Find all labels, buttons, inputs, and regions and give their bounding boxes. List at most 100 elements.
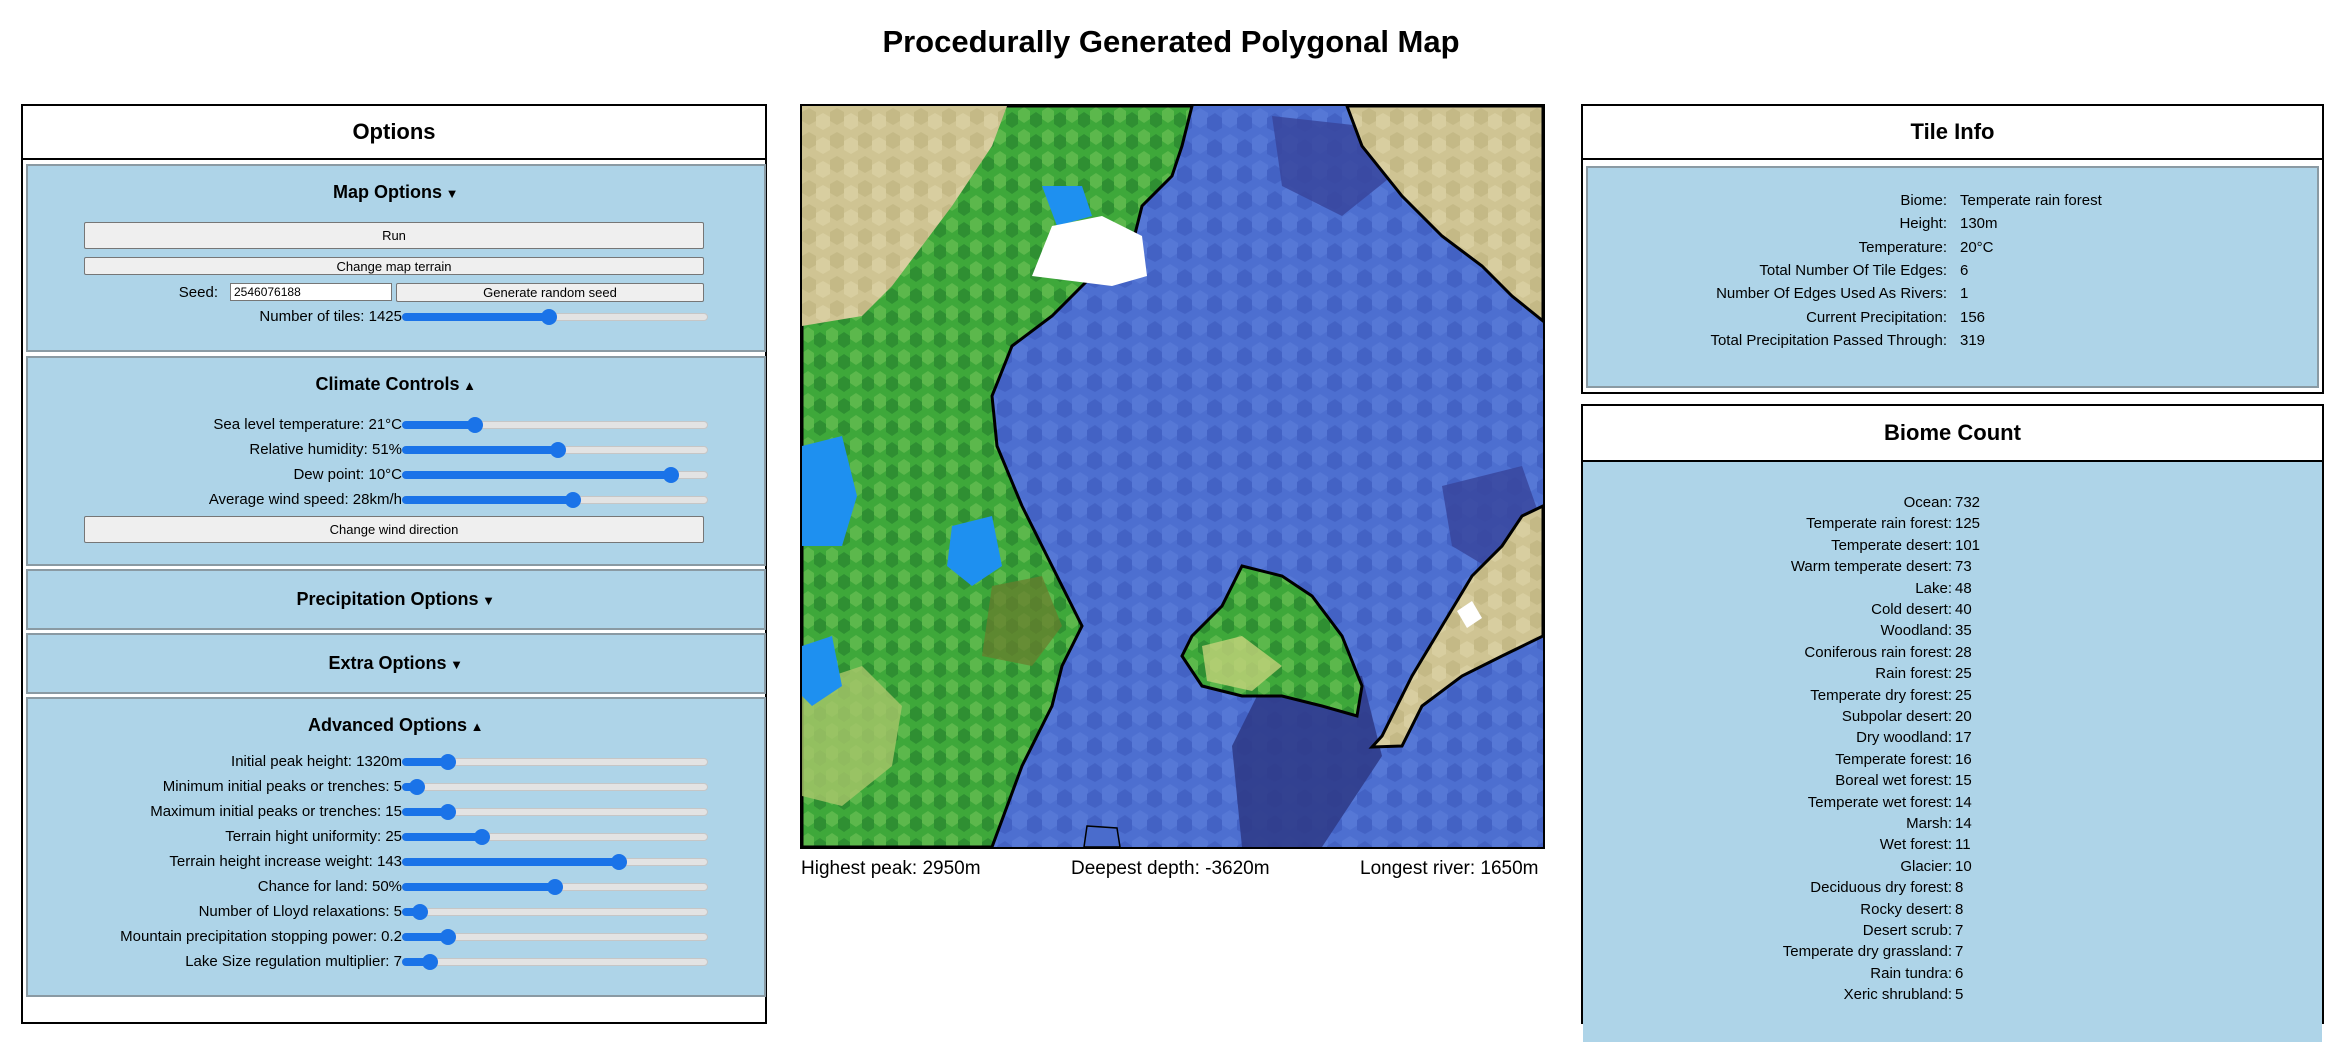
range-slider[interactable]: [402, 417, 708, 433]
info-key: Xeric shrubland:: [1843, 986, 1952, 1004]
info-value: Temperate rain forest: [1960, 192, 2102, 209]
slider-thumb[interactable]: [547, 879, 563, 895]
slider-thumb[interactable]: [611, 854, 628, 870]
info-value: 1: [1960, 285, 1969, 303]
info-row: Subpolar desert: 20: [1583, 708, 2322, 728]
info-row: Temperate dry forest: 25: [1583, 687, 2322, 707]
biome-count-title: Biome Count: [1583, 406, 2322, 462]
info-row: Temperate rain forest: 125: [1583, 515, 2322, 535]
range-slider[interactable]: [402, 467, 708, 483]
info-row: Glacier: 10: [1583, 858, 2322, 878]
slider-row: Initial peak height: 1320m: [28, 751, 768, 773]
slider-row: Terrain hight uniformity: 25: [28, 826, 768, 848]
change-wind-direction-button[interactable]: Change wind direction: [84, 516, 704, 543]
precipitation-section: Precipitation Options ▼: [26, 569, 766, 630]
extra-header[interactable]: Extra Options ▼: [28, 653, 764, 674]
range-slider[interactable]: [402, 754, 708, 770]
info-row: Temperate forest: 16: [1583, 751, 2322, 771]
info-row: Number Of Edges Used As Rivers: 1: [1588, 285, 2317, 305]
slider-label: Number of Lloyd relaxations: 5: [198, 903, 402, 920]
info-value: 48: [1955, 579, 1972, 597]
highest-peak-stat: Highest peak: 2950m: [801, 858, 981, 879]
advanced-title: Advanced Options: [307, 715, 468, 735]
range-slider[interactable]: [402, 492, 708, 508]
info-value: 20: [1955, 708, 1972, 725]
info-key: Marsh:: [1906, 815, 1952, 832]
slider-row: Chance for land: 50%: [28, 876, 768, 898]
polygon-map[interactable]: [800, 104, 1545, 849]
tiles-slider[interactable]: [402, 309, 708, 325]
land-region: [1368, 504, 1543, 749]
slider-row: Relative humidity: 51%: [28, 439, 768, 461]
change-terrain-button[interactable]: Change map terrain: [84, 257, 704, 275]
biome-count-body: Ocean: 732 Temperate rain forest: 125 Temper…: [1583, 462, 2322, 1042]
map-canvas[interactable]: [802, 106, 1543, 847]
info-row: Temperate desert: 101: [1583, 537, 2322, 557]
lake-region: [1042, 186, 1092, 226]
slider-thumb[interactable]: [550, 442, 567, 458]
slider-label: Terrain hight uniformity: 25: [225, 828, 402, 845]
chevron-down-icon: ▼: [445, 186, 459, 201]
info-key: Coniferous rain forest:: [1804, 643, 1952, 661]
longest-river-stat: Longest river: 1650m: [1360, 858, 1539, 879]
seed-input[interactable]: [230, 283, 392, 301]
info-key: Dry woodland:: [1856, 729, 1952, 747]
climate-header[interactable]: Climate Controls ▲: [28, 374, 764, 395]
slider-thumb[interactable]: [439, 929, 456, 945]
range-slider[interactable]: [402, 779, 708, 795]
slider-thumb[interactable]: [540, 309, 557, 325]
lake-region: [947, 516, 1002, 586]
slider-thumb[interactable]: [412, 904, 429, 920]
biome-count-panel: Biome Count Ocean: 732 Temperate rain fore…: [1581, 404, 2324, 1042]
info-key: Cold desert:: [1871, 601, 1952, 618]
land-region: [802, 106, 1194, 847]
range-slider[interactable]: [402, 829, 708, 845]
range-slider[interactable]: [402, 854, 708, 870]
range-slider[interactable]: [402, 929, 708, 945]
info-value: 40: [1955, 601, 1972, 618]
slider-thumb[interactable]: [663, 467, 680, 483]
info-key: Number Of Edges Used As Rivers:: [1716, 285, 1947, 303]
info-row: Rain forest: 25: [1583, 665, 2322, 685]
slider-thumb[interactable]: [439, 804, 456, 820]
info-value: 14: [1955, 815, 1972, 832]
info-value: 8: [1955, 900, 1964, 918]
slider-label: Mountain precipitation stopping power: 0…: [120, 928, 402, 945]
info-row: Warm temperate desert: 73: [1583, 558, 2322, 578]
slider-label: Sea level temperature: 21°C: [213, 416, 402, 433]
advanced-header[interactable]: Advanced Options ▲: [28, 715, 764, 736]
range-slider[interactable]: [402, 442, 708, 458]
seed-row: Seed: Generate random seed: [28, 282, 768, 304]
slider-thumb[interactable]: [467, 417, 484, 433]
info-row: Cold desert: 40: [1583, 601, 2322, 621]
page-title: Procedurally Generated Polygonal Map: [882, 24, 1460, 59]
generate-random-seed-button[interactable]: Generate random seed: [396, 283, 704, 302]
info-row: Temperate dry grassland: 7: [1583, 943, 2322, 963]
precipitation-header[interactable]: Precipitation Options ▼: [28, 589, 764, 610]
range-slider[interactable]: [402, 804, 708, 820]
run-button[interactable]: Run: [84, 222, 704, 249]
slider-label: Initial peak height: 1320m: [231, 753, 402, 770]
info-value: 73: [1955, 558, 1972, 576]
map-options-header[interactable]: Map Options ▼: [28, 182, 764, 203]
range-slider[interactable]: [402, 904, 708, 920]
climate-section: Climate Controls ▲ Sea level temperature:…: [26, 356, 766, 566]
slider-thumb[interactable]: [421, 954, 438, 970]
info-key: Total Precipitation Passed Through:: [1710, 331, 1947, 349]
slider-row: Sea level temperature: 21°C: [28, 414, 768, 436]
info-row: Rocky desert: 8: [1583, 901, 2322, 921]
range-slider[interactable]: [402, 954, 708, 970]
chevron-down-icon: ▼: [482, 593, 495, 608]
slider-label: Minimum initial peaks or trenches: 5: [162, 778, 402, 795]
info-value: 28: [1955, 643, 1972, 661]
range-slider[interactable]: [402, 879, 708, 895]
info-value: 25: [1955, 665, 1972, 683]
slider-thumb[interactable]: [565, 492, 582, 508]
slider-thumb[interactable]: [409, 779, 426, 795]
slider-row: Minimum initial peaks or trenches: 5: [28, 776, 768, 798]
climate-title: Climate Controls: [315, 374, 460, 394]
slider-thumb[interactable]: [439, 754, 456, 770]
slider-thumb[interactable]: [473, 829, 490, 845]
info-value: 6: [1960, 261, 1969, 279]
map-options-section: Map Options ▼ Run Change map terrain Seed…: [26, 164, 766, 352]
